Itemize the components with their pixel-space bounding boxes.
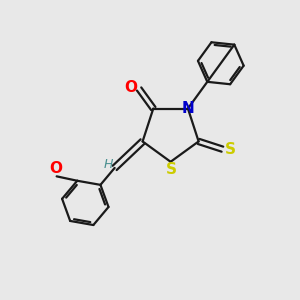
- Text: H: H: [103, 158, 113, 171]
- Text: O: O: [125, 80, 138, 95]
- Text: N: N: [182, 101, 194, 116]
- Text: S: S: [166, 162, 177, 177]
- Text: S: S: [225, 142, 236, 157]
- Text: O: O: [49, 161, 62, 176]
